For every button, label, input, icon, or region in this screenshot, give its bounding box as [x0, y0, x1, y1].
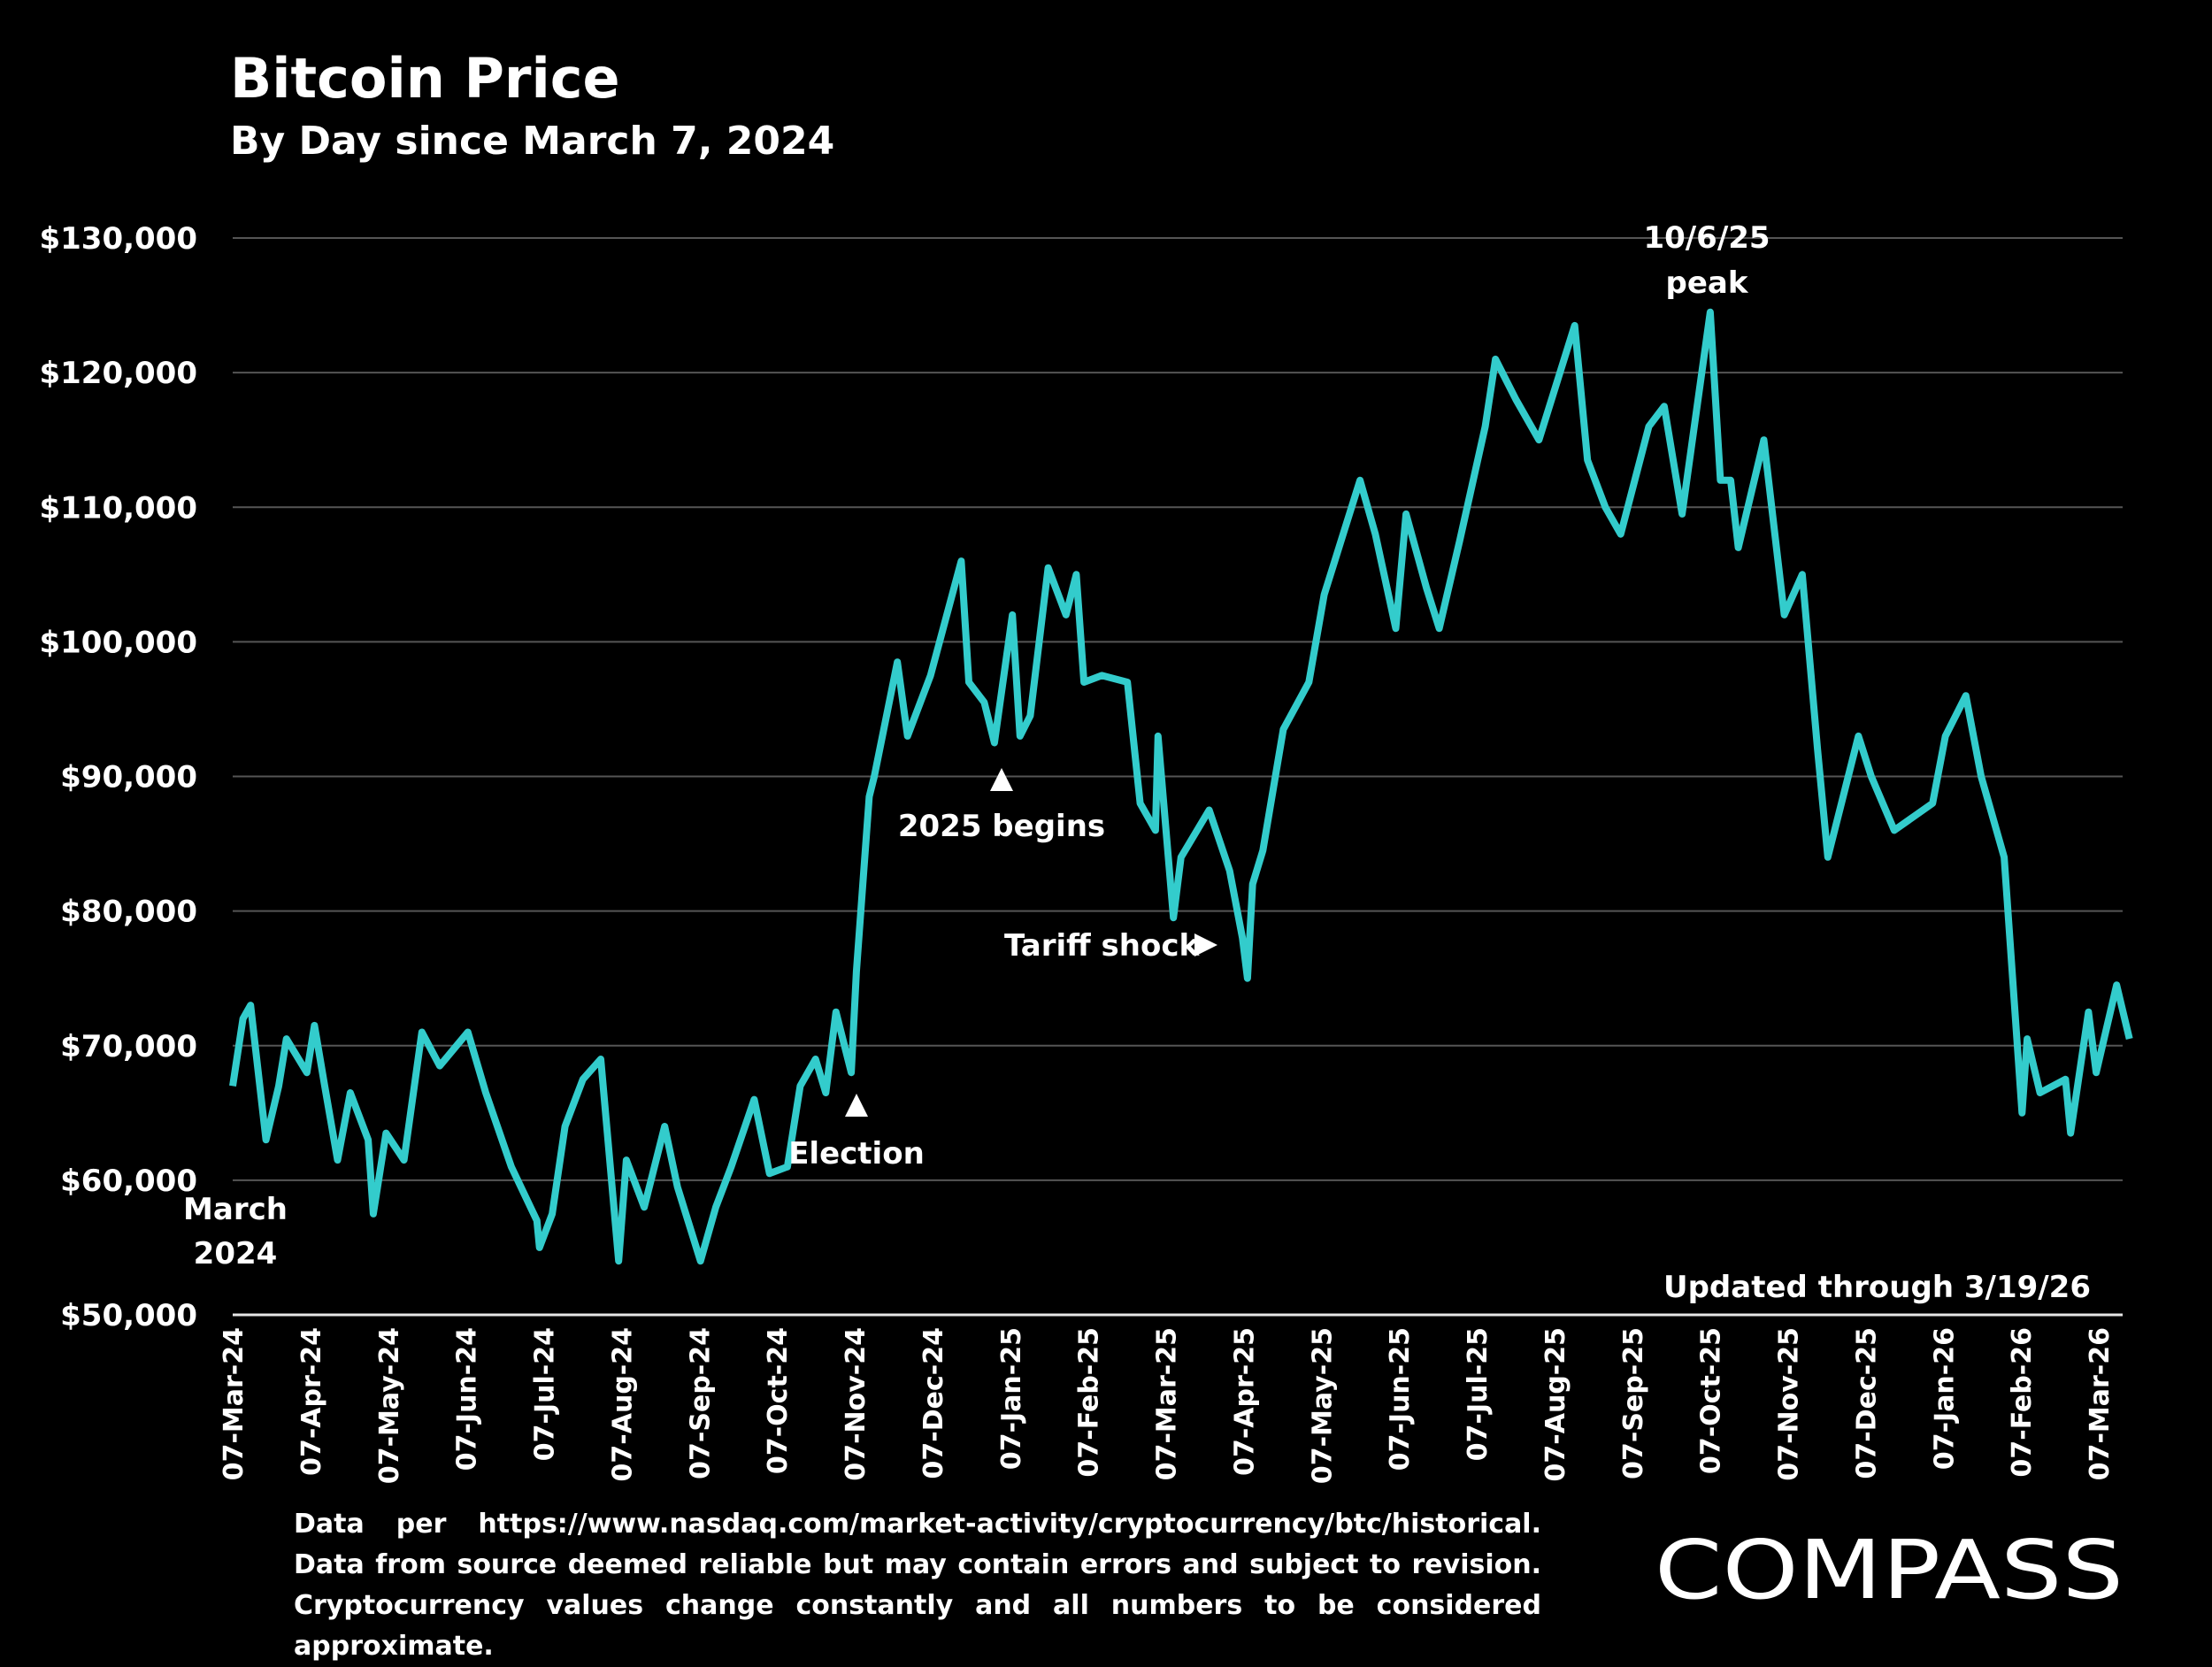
x-tick-label: 07-Aug-24 [607, 1327, 638, 1481]
y-tick-label: $130,000 [39, 221, 197, 257]
x-tick-label: 07-Sep-24 [685, 1327, 716, 1479]
annotation-tariff-shock: Tariff shock [1004, 928, 1201, 964]
x-tick-label: 07-Mar-26 [2085, 1327, 2116, 1480]
chart-subtitle: By Day since March 7, 2024 [230, 119, 835, 164]
annotation-election: Election [788, 1136, 925, 1172]
y-tick-label: $50,000 [60, 1298, 197, 1333]
x-tick-label: 07-Aug-25 [1540, 1327, 1571, 1481]
x-tick-label: 07-May-25 [1307, 1327, 1338, 1484]
tariff-triangle-icon [1194, 933, 1217, 956]
y-tick-label: $80,000 [60, 895, 197, 930]
x-tick-label: 07-Oct-24 [763, 1327, 794, 1474]
y-tick-label: $90,000 [60, 760, 197, 795]
y-tick-label: $70,000 [60, 1029, 197, 1064]
compass-logo-text: COMPASS [1655, 1531, 2124, 1610]
series-line [229, 308, 2133, 1265]
x-tick-label: 07-Feb-26 [2007, 1327, 2038, 1478]
x-tick-label: 07-Jan-25 [996, 1327, 1027, 1470]
x-tick-label: 07-May-24 [374, 1327, 405, 1484]
y-tick-label: $100,000 [39, 625, 197, 660]
x-tick-label: 07-Jan-26 [1929, 1327, 1960, 1470]
x-tick-label: 07-Jun-25 [1385, 1327, 1416, 1471]
y-tick-label: $60,000 [60, 1164, 197, 1199]
y-tick-label: $120,000 [39, 356, 197, 391]
annotation-updated: Updated through 3/19/26 [1663, 1270, 2091, 1305]
x-tick-label: 07-Nov-25 [1774, 1327, 1805, 1481]
x-tick-label: 07-Apr-25 [1229, 1327, 1260, 1476]
annotation-2024: 2024 [194, 1236, 278, 1271]
x-tick-label: 07-Feb-25 [1074, 1327, 1105, 1478]
x-tick-label: 07-Oct-25 [1696, 1327, 1727, 1474]
x-tick-label: 07-Dec-24 [918, 1327, 949, 1479]
x-tick-label: 07-Nov-24 [841, 1327, 872, 1481]
begins-triangle-icon [990, 768, 1013, 791]
chart-title: Bitcoin Price [230, 46, 620, 111]
x-tick-label: 07-Mar-25 [1152, 1327, 1183, 1480]
source-footnote: Data per https://www.nasdaq.com/market-a… [294, 1509, 1541, 1662]
x-tick-label: 07-Jun-24 [452, 1327, 483, 1471]
compass-logo: COMPASS [1655, 1531, 2124, 1610]
x-tick-label: 07-Jul-25 [1463, 1327, 1494, 1461]
x-tick-label: 07-Dec-25 [1851, 1327, 1882, 1479]
annotation-march: March [183, 1192, 288, 1227]
x-tick-label: 07-Apr-24 [296, 1327, 327, 1476]
annotation-2025-begins: 2025 begins [898, 809, 1105, 844]
election-triangle-icon [845, 1094, 868, 1117]
annotation-peak-date: 10/6/25 [1643, 220, 1770, 256]
annotation-peak: peak [1666, 265, 1749, 301]
x-tick-label: 07-Jul-24 [530, 1327, 561, 1461]
y-tick-label: $110,000 [39, 490, 197, 526]
x-tick-label: 07-Mar-24 [219, 1327, 250, 1480]
x-tick-label: 07-Sep-25 [1618, 1327, 1649, 1479]
